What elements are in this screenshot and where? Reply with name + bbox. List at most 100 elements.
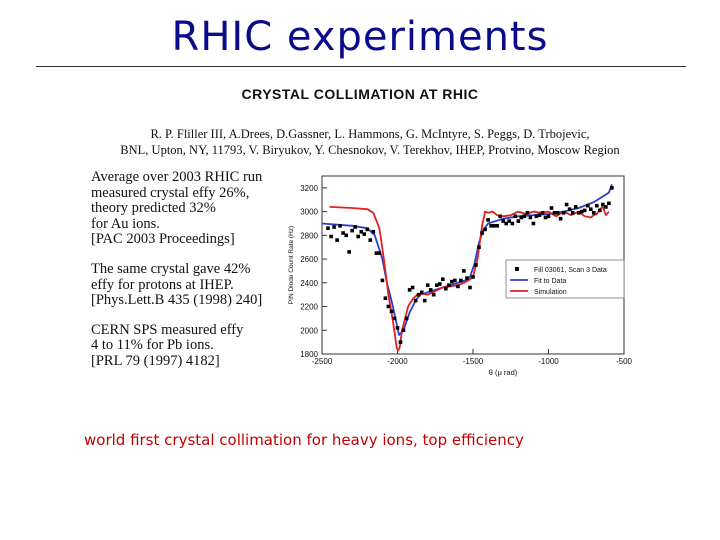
- data-point: [525, 211, 530, 215]
- data-point: [522, 214, 527, 219]
- data-point: [404, 316, 409, 321]
- note-line: 4 to 11% for Pb ions.: [91, 337, 214, 354]
- note-line: The same crystal gave 42%: [91, 260, 251, 277]
- data-point: [383, 296, 388, 300]
- data-point: [435, 283, 439, 287]
- x-tick-label: -2500: [312, 357, 333, 366]
- data-point: [477, 245, 481, 249]
- note-line: CERN SPS measured effy: [91, 321, 244, 338]
- note-line: for Au ions.: [91, 215, 160, 232]
- data-point: [456, 284, 460, 289]
- y-tick-label: 3200: [300, 184, 318, 193]
- author-line-1: R. P. Fliller III, A.Drees, D.Gassner, L…: [150, 127, 590, 141]
- data-point: [489, 224, 493, 228]
- data-point: [380, 278, 385, 283]
- legend-label: Simulation: [534, 289, 567, 296]
- data-point: [501, 219, 505, 223]
- data-point: [422, 298, 427, 303]
- y-tick-label: 2000: [300, 326, 318, 335]
- data-point: [441, 277, 445, 281]
- y-tick-label: 1800: [300, 350, 318, 359]
- data-point: [410, 285, 415, 290]
- data-point: [407, 288, 412, 292]
- data-point: [326, 226, 330, 230]
- legend-label: Fill 03061, Scan 3 Data: [534, 267, 607, 274]
- data-point: [549, 206, 554, 210]
- data-point: [425, 283, 430, 287]
- data-point: [595, 203, 599, 208]
- data-point: [356, 234, 360, 239]
- data-point: [447, 283, 451, 287]
- note-line: effy for protons at IHEP.: [91, 276, 234, 293]
- data-point: [573, 205, 578, 209]
- paper-title: CRYSTAL COLLIMATION AT RHIC: [241, 86, 479, 102]
- data-point: [359, 230, 364, 234]
- data-point: [389, 309, 394, 314]
- y-tick-label: 2800: [300, 231, 318, 240]
- data-point: [592, 211, 596, 215]
- data-point: [462, 269, 466, 273]
- data-point: [607, 201, 611, 206]
- data-point: [576, 211, 581, 215]
- data-point: [586, 203, 590, 208]
- note-line: [PRL 79 (1997) 4182]: [91, 352, 220, 369]
- data-point: [528, 215, 533, 220]
- data-point: [465, 276, 469, 280]
- data-point: [459, 278, 463, 283]
- note-block-rhic: Average over 2003 RHIC run measured crys…: [91, 169, 321, 248]
- data-point: [471, 275, 475, 279]
- data-point: [519, 215, 524, 220]
- y-axis-label: PIN Diode Count Rate (Hz): [288, 226, 295, 304]
- data-point: [419, 290, 424, 295]
- x-tick-label: -500: [616, 357, 633, 366]
- data-point: [374, 251, 379, 255]
- data-point: [450, 279, 454, 284]
- notes-column: Average over 2003 RHIC run measured crys…: [91, 169, 321, 384]
- data-point: [335, 238, 339, 242]
- note-line: theory predicted 32%: [91, 200, 216, 217]
- data-point: [534, 214, 539, 219]
- data-point: [474, 263, 478, 267]
- data-point: [428, 288, 433, 292]
- data-point: [362, 232, 367, 236]
- data-point: [395, 326, 400, 330]
- data-point: [543, 215, 548, 220]
- data-point: [537, 213, 542, 217]
- data-point: [582, 208, 587, 213]
- y-tick-label: 2600: [300, 255, 318, 264]
- data-point: [486, 218, 490, 222]
- data-point: [371, 230, 376, 234]
- data-point: [561, 211, 566, 215]
- data-point: [392, 316, 397, 321]
- note-line: Average over 2003 RHIC run: [91, 169, 263, 185]
- note-block-ihep: The same crystal gave 42% effy for proto…: [91, 260, 321, 309]
- note-line: [PAC 2003 Proceedings]: [91, 231, 235, 248]
- data-point: [516, 219, 521, 223]
- data-point: [444, 286, 448, 291]
- data-point: [564, 202, 569, 207]
- data-point: [483, 227, 487, 232]
- data-point: [468, 285, 472, 290]
- legend-marker: [515, 267, 519, 271]
- data-point: [365, 227, 370, 232]
- data-point: [413, 298, 418, 303]
- y-tick-label: 2400: [300, 279, 318, 288]
- data-point: [368, 238, 373, 242]
- note-line: measured crystal effy 26%,: [91, 184, 250, 201]
- data-point: [570, 211, 575, 215]
- x-tick-label: -1500: [463, 357, 484, 366]
- chart-svg: 1800 2000 2200 2400 2600 2800 3000 3200 -2500 -20…: [288, 175, 633, 377]
- data-point: [341, 231, 345, 235]
- note-block-cern: CERN SPS measured effy 4 to 11% for Pb i…: [91, 321, 321, 370]
- data-point: [332, 225, 336, 229]
- data-point: [480, 231, 484, 235]
- collimation-chart: 1800 2000 2200 2400 2600 2800 3000 3200 -2500 -20…: [284, 168, 636, 378]
- data-point: [558, 216, 563, 221]
- data-point: [344, 233, 348, 238]
- data-point: [513, 214, 518, 219]
- data-point: [555, 211, 560, 215]
- y-tick-label: 3000: [300, 208, 318, 217]
- summary-footer: world first crystal collimation for heav…: [84, 431, 524, 449]
- data-point: [386, 304, 391, 309]
- data-point: [453, 278, 457, 283]
